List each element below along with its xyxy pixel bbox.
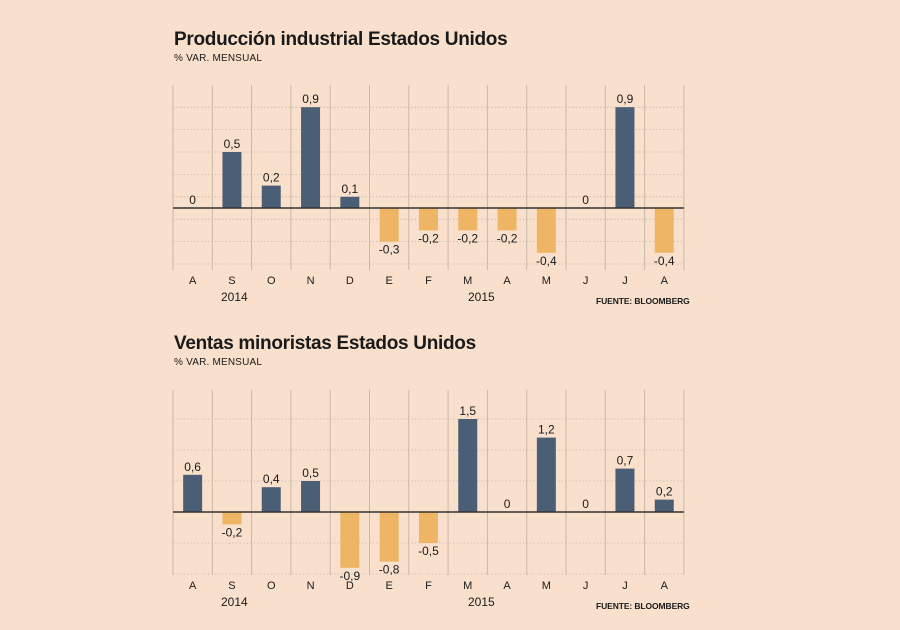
x-tick-label: N [307, 275, 315, 287]
chart-title: Ventas minoristas Estados Unidos [174, 333, 476, 354]
chart-subtitle: % VAR. MENSUAL [174, 53, 263, 64]
bar [615, 468, 635, 512]
x-tick-label: O [267, 275, 276, 287]
x-tick-label: J [622, 580, 628, 592]
bar [301, 107, 321, 208]
bar [418, 512, 438, 543]
bar-chart-industrial: 0 A 0,5 S 0,2 O 0,9 N 0,1 D -0,3 E -0,2 F -0,2 M -0,2 A -0… [172, 85, 685, 287]
data-label: 0,6 [184, 460, 201, 474]
data-label: 0 [582, 193, 589, 207]
bar [536, 208, 556, 253]
x-tick-label: F [425, 275, 432, 287]
year-label-2014: 2014 [221, 595, 248, 609]
data-label: -0,2 [418, 231, 439, 245]
bar [379, 512, 399, 562]
x-tick-label: J [622, 275, 628, 287]
chart-panel-industrial: Producción industrial Estados Unidos % V… [0, 0, 900, 310]
x-tick-label: M [542, 275, 551, 287]
data-label: 0 [582, 497, 589, 511]
data-label: -0,9 [340, 569, 361, 583]
x-tick-label: A [503, 275, 511, 287]
data-label: 0,2 [263, 171, 280, 185]
x-tick-label: J [583, 275, 589, 287]
x-tick-label: O [267, 580, 276, 592]
data-label: 0 [189, 193, 196, 207]
data-label: 0,9 [617, 92, 634, 106]
year-label-2015: 2015 [468, 290, 495, 304]
x-tick-label: A [661, 580, 669, 592]
bar [340, 512, 360, 568]
bar [379, 208, 399, 242]
data-label: 1,2 [538, 423, 555, 437]
source-label: FUENTE: BLOOMBERG [596, 601, 690, 611]
year-label-2015: 2015 [468, 595, 495, 609]
x-tick-label: A [661, 275, 669, 287]
x-tick-label: M [463, 275, 472, 287]
data-label: 0,7 [617, 454, 634, 468]
bar [458, 419, 478, 512]
data-label: 0,1 [342, 182, 359, 196]
data-label: 0 [504, 497, 511, 511]
bar [497, 208, 517, 231]
x-tick-label: D [346, 275, 354, 287]
bar [654, 499, 674, 512]
bar [222, 152, 242, 208]
data-label: -0,5 [418, 544, 439, 558]
data-label: -0,2 [497, 231, 518, 245]
bar [615, 107, 635, 208]
data-label: -0,2 [222, 525, 243, 539]
x-tick-label: F [425, 580, 432, 592]
chart-panel-retail: Ventas minoristas Estados Unidos % VAR. … [0, 310, 900, 630]
data-label: -0,3 [379, 243, 400, 257]
data-label: 1,5 [459, 404, 476, 418]
data-label: -0,4 [536, 254, 557, 268]
x-tick-label: D [346, 580, 354, 592]
bar-chart-retail: 0,6 A -0,2 S 0,4 O 0,5 N -0,9D -0,8 E -0,5 F 1,5 M 0 A 1,… [172, 390, 685, 592]
bar [222, 512, 242, 525]
data-label: -0,2 [457, 231, 478, 245]
x-tick-label: E [385, 580, 392, 592]
source-label: FUENTE: BLOOMBERG [596, 296, 690, 306]
x-tick-label: S [228, 580, 235, 592]
bar [418, 208, 438, 231]
x-tick-label: A [503, 580, 511, 592]
data-label: -0,8 [379, 563, 400, 577]
bar [261, 487, 281, 512]
x-tick-label: N [307, 580, 315, 592]
bar [458, 208, 478, 231]
bar [183, 474, 203, 512]
data-label: 0,5 [224, 137, 241, 151]
x-tick-label: S [228, 275, 235, 287]
bar [301, 481, 321, 512]
chart-subtitle: % VAR. MENSUAL [174, 357, 263, 368]
x-tick-label: M [463, 580, 472, 592]
chart-title: Producción industrial Estados Unidos [174, 29, 508, 50]
x-tick-label: M [542, 580, 551, 592]
data-label: 0,5 [302, 466, 319, 480]
data-label: -0,4 [654, 254, 675, 268]
x-tick-label: A [189, 580, 197, 592]
x-tick-label: J [583, 580, 589, 592]
bar [261, 185, 281, 208]
data-label: 0,4 [263, 472, 280, 486]
data-label: 0,2 [656, 485, 673, 499]
data-label: 0,9 [302, 92, 319, 106]
x-tick-label: A [189, 275, 197, 287]
x-tick-label: E [385, 275, 392, 287]
bar [536, 437, 556, 512]
bar [654, 208, 674, 253]
bar [340, 196, 360, 208]
year-label-2014: 2014 [221, 290, 248, 304]
